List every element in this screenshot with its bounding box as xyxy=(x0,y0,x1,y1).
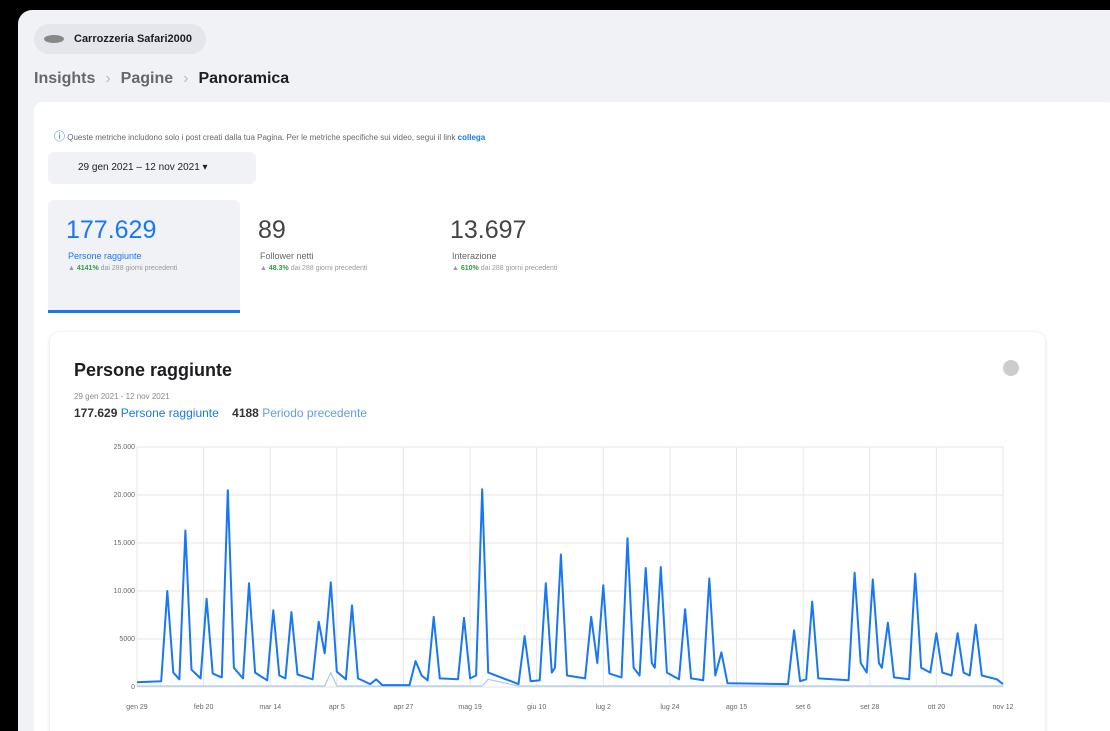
date-picker[interactable]: 29 gen 2021 – 12 nov 2021 ▾ xyxy=(48,152,256,184)
line-series xyxy=(137,672,1003,687)
legend-entry: Periodo precedente xyxy=(262,406,367,420)
metric-value: 177.629 xyxy=(66,216,157,244)
x-tick-label: mar 14 xyxy=(259,704,281,711)
x-tick-label: ott 20 xyxy=(928,704,946,711)
metric-change: ▲ 4141% dai 288 giorni precedenti xyxy=(68,265,178,272)
legend: 177.629 Persone raggiunte 4188 Periodo p… xyxy=(74,406,367,420)
metric-tab[interactable]: 13.697 Interazione ▲ 610% dai 288 giorni… xyxy=(432,200,624,310)
screen: Carrozzeria Safari2000 Insights › Pagine › P… xyxy=(18,10,1110,731)
crumb[interactable]: Insights xyxy=(34,70,96,87)
chart: 0 5000 10.000 15.000 20.000 25.000 gen 29 feb 2… xyxy=(114,444,1014,711)
x-tick-label: gen 29 xyxy=(126,704,148,711)
total: 4188 xyxy=(232,406,259,420)
metric-change: ▲ 48.3% dai 288 giorni precedenti xyxy=(260,265,368,272)
breadcrumb: Insights › Pagine › Panoramica xyxy=(34,70,290,87)
x-tick-label: apr 5 xyxy=(329,704,345,711)
page-icon xyxy=(44,35,64,43)
info: ⓘ Queste metriche includono solo i post … xyxy=(54,131,486,143)
line-series xyxy=(136,488,1004,687)
change-suffix: dai 288 giorni precedenti xyxy=(480,265,558,272)
crumb: Panoramica xyxy=(198,70,290,87)
y-tick-label: 20.000 xyxy=(114,492,136,499)
x-tick-label: mag 19 xyxy=(458,704,481,711)
chart-subtitle: 29 gen 2021 - 12 nov 2021 xyxy=(74,392,170,401)
info-text: Queste metriche includono solo i post cr… xyxy=(67,133,456,142)
change-suffix: dai 288 giorni precedenti xyxy=(100,265,178,272)
metric-tab[interactable]: 89 Follower netti ▲ 48.3% dai 288 giorni… xyxy=(240,200,432,310)
x-tick-label: nov 12 xyxy=(992,704,1013,711)
x-tick-label: lug 2 xyxy=(596,704,611,711)
metric-label: Interazione xyxy=(452,251,497,261)
x-tick-label: lug 24 xyxy=(660,704,679,711)
chart-card: Persone raggiunte 29 gen 2021 - 12 nov 2… xyxy=(50,332,1045,731)
crumb[interactable]: Pagine xyxy=(120,70,174,87)
y-tick-label: 5000 xyxy=(119,636,135,643)
x-tick-label: set 28 xyxy=(860,704,879,711)
change: 48.3% xyxy=(268,265,289,272)
y-tick-label: 10.000 xyxy=(114,588,136,595)
y-tick-label: 25.000 xyxy=(114,444,136,451)
metric-change: ▲ 610% dai 288 giorni precedenti xyxy=(452,265,558,272)
x-tick-label: ago 15 xyxy=(726,704,748,711)
change-suffix: dai 288 giorni precedenti xyxy=(290,265,368,272)
chart-title: Persone raggiunte xyxy=(74,360,233,380)
x-tick-label: feb 20 xyxy=(194,704,214,711)
metric-tab[interactable]: 177.629 Persone raggiunte ▲ 4141% dai 28… xyxy=(48,200,240,313)
change: 610% xyxy=(460,265,479,272)
x-tick-label: apr 27 xyxy=(394,704,414,711)
metric-value: 89 xyxy=(258,216,286,244)
change: 4141% xyxy=(76,265,99,272)
metric-value: 13.697 xyxy=(450,216,527,244)
x-tick-label: set 6 xyxy=(796,704,811,711)
total: 177.629 xyxy=(74,406,118,420)
metric-label: Follower netti xyxy=(260,251,314,261)
y-tick-label: 0 xyxy=(131,684,135,691)
date-text: 29 gen 2021 – 12 nov 2021 xyxy=(78,162,200,173)
legend-entry: Persone raggiunte xyxy=(120,406,219,420)
metric-label: Persone raggiunte xyxy=(68,251,142,261)
info-icon[interactable] xyxy=(1003,360,1019,376)
info-link[interactable]: collega xyxy=(457,133,486,142)
x-tick-label: giu 10 xyxy=(527,704,546,711)
y-tick-label: 15.000 xyxy=(114,540,136,547)
